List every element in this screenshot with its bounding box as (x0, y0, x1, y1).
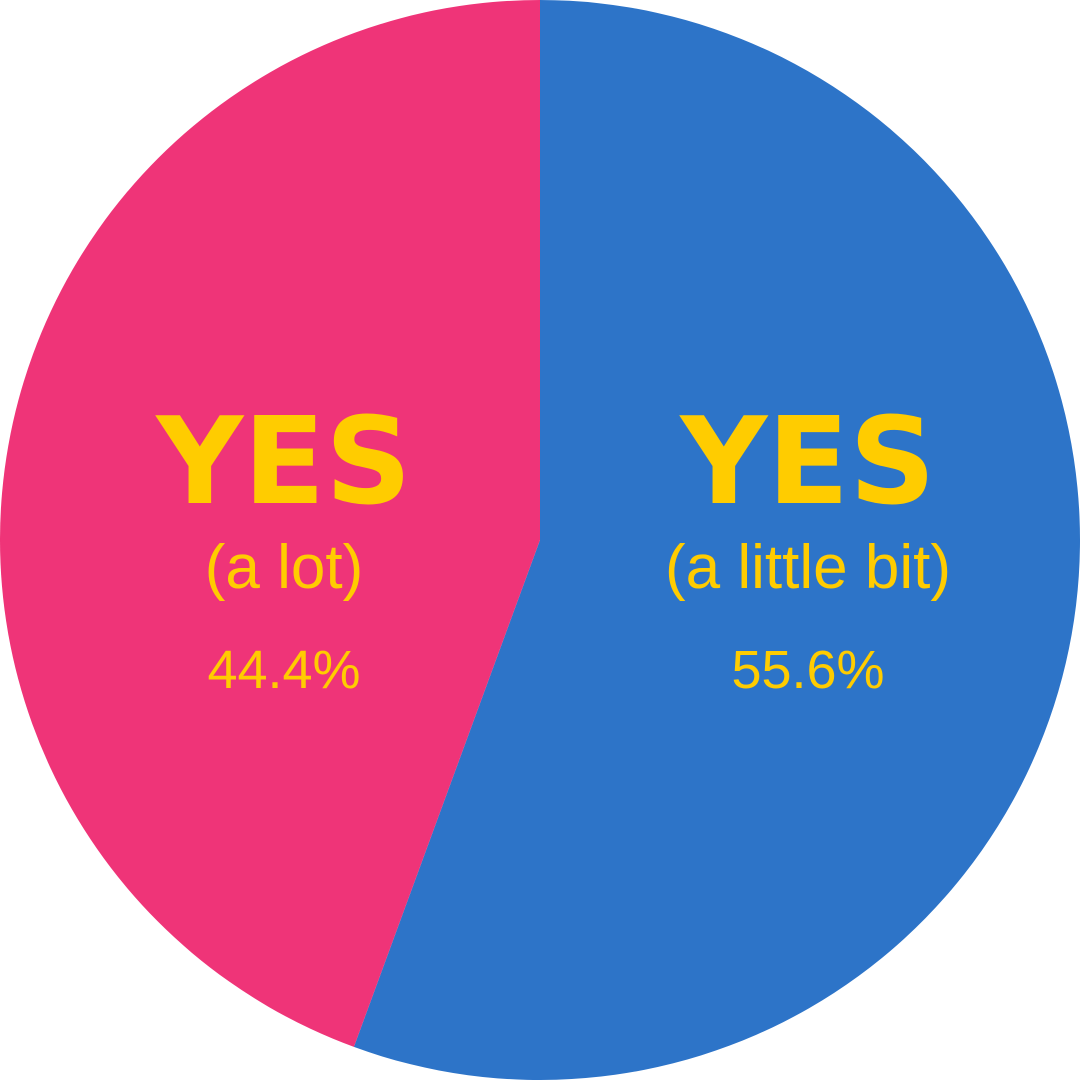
pie-slice-0 (353, 0, 1080, 1080)
slice-sublabel-0: (a little bit) (665, 533, 951, 602)
slice-value-1: 44.4% (207, 640, 360, 700)
slice-sublabel-1: (a lot) (205, 533, 363, 602)
slice-label-1: YES (154, 393, 411, 532)
slice-value-0: 55.6% (731, 640, 884, 700)
slice-label-0: YES (678, 393, 935, 532)
pie-slice-1 (0, 0, 540, 1047)
